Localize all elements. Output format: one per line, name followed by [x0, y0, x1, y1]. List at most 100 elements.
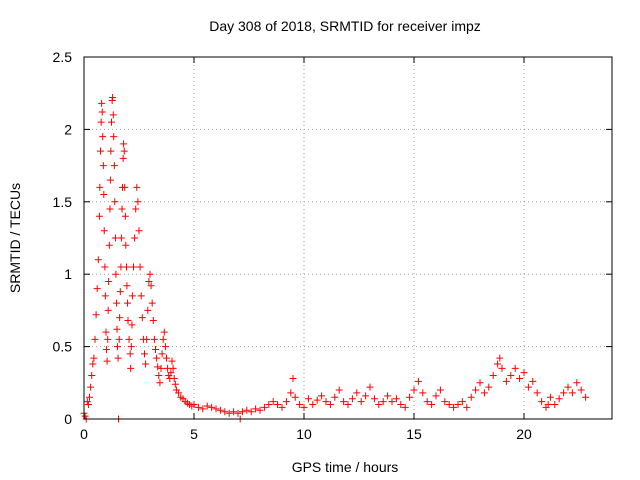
plot-frame	[83, 56, 613, 420]
data-point	[127, 343, 135, 351]
data-point	[113, 299, 121, 307]
data-point	[88, 372, 96, 380]
data-point	[97, 118, 105, 126]
data-point	[289, 374, 297, 382]
data-point	[375, 401, 383, 409]
data-point	[144, 306, 152, 314]
data-point	[101, 292, 109, 300]
data-point	[134, 198, 142, 206]
data-point	[194, 403, 202, 411]
data-point	[109, 111, 117, 119]
data-point	[113, 325, 121, 333]
data-point	[125, 335, 133, 343]
y-tick-label: 2	[64, 121, 72, 137]
data-point	[379, 398, 387, 406]
data-point	[108, 118, 115, 126]
data-point	[225, 409, 233, 417]
data-point	[143, 335, 151, 343]
x-tick-label: 5	[190, 426, 198, 442]
data-point	[498, 364, 506, 372]
data-point	[148, 299, 156, 307]
data-point	[112, 270, 120, 278]
data-point	[577, 386, 585, 394]
data-point	[234, 409, 242, 417]
data-point	[122, 263, 130, 271]
data-point	[252, 405, 260, 413]
data-point	[137, 292, 145, 300]
data-point	[318, 392, 326, 400]
data-point	[116, 288, 124, 296]
data-point	[269, 398, 277, 406]
y-tick-label: 0.5	[53, 339, 73, 355]
data-point	[243, 406, 251, 414]
data-point	[274, 401, 282, 409]
x-tick-label: 0	[80, 426, 88, 442]
data-point	[160, 328, 168, 336]
data-point	[467, 393, 475, 401]
data-point	[107, 147, 115, 155]
data-point	[141, 350, 148, 358]
data-point	[538, 398, 546, 406]
data-point	[199, 405, 207, 413]
data-point	[100, 191, 108, 199]
axis-ticks: 0 5 10 15 20 0 0.5 1 1.5 2 2.5	[53, 49, 612, 442]
data-point	[516, 374, 524, 382]
data-point	[104, 335, 112, 343]
data-point	[573, 379, 581, 387]
data-point	[121, 183, 129, 191]
data-point	[103, 357, 111, 365]
data-point	[163, 354, 170, 362]
data-point	[560, 389, 568, 397]
data-point	[124, 299, 132, 307]
data-point	[122, 241, 130, 249]
data-point	[344, 401, 352, 409]
data-point	[123, 282, 131, 290]
data-point	[458, 398, 466, 406]
data-point	[304, 395, 312, 403]
data-point	[428, 401, 436, 409]
data-point	[90, 354, 98, 362]
data-point	[158, 350, 166, 358]
data-point	[124, 317, 132, 325]
data-point	[362, 392, 370, 400]
data-point	[121, 212, 129, 220]
data-point	[423, 398, 431, 406]
data-point	[502, 377, 510, 385]
data-point	[190, 401, 198, 409]
x-tick-label: 15	[406, 426, 422, 442]
data-point	[145, 277, 153, 285]
data-point	[212, 405, 220, 413]
data-point	[81, 412, 89, 420]
data-point	[309, 401, 317, 409]
data-point	[116, 314, 124, 322]
data-point	[118, 205, 126, 213]
data-point	[109, 94, 117, 102]
data-point	[91, 335, 99, 343]
data-point	[99, 162, 107, 170]
data-point	[106, 205, 114, 213]
data-point	[110, 162, 118, 170]
data-point	[111, 198, 119, 206]
data-point	[133, 183, 141, 191]
data-point	[496, 354, 504, 362]
data-point	[480, 389, 488, 397]
data-point	[582, 393, 590, 401]
data-point	[149, 317, 157, 325]
data-point	[159, 335, 167, 343]
data-point	[546, 393, 554, 401]
data-point	[256, 406, 264, 414]
data-point	[544, 401, 552, 409]
data-point	[432, 392, 440, 400]
data-point	[131, 234, 139, 242]
data-point	[98, 99, 106, 107]
data-point	[167, 369, 175, 377]
data-point	[150, 335, 158, 343]
data-point	[86, 393, 93, 401]
data-point	[152, 345, 159, 353]
data-point	[87, 383, 95, 391]
data-point	[450, 403, 458, 411]
data-point	[265, 401, 273, 409]
x-tick-label: 20	[516, 426, 532, 442]
data-point	[169, 364, 177, 372]
